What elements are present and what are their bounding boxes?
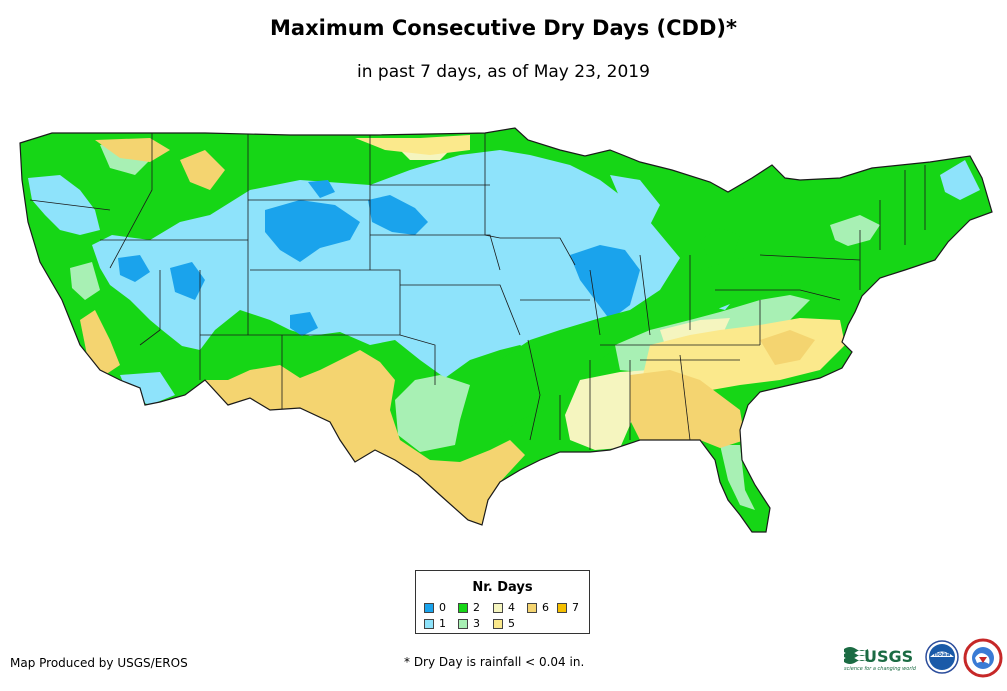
legend-title: Nr. Days [472, 580, 533, 595]
noaa-logo-text: noaa [934, 651, 951, 658]
legend-swatch [557, 603, 567, 613]
legend-label: 5 [508, 617, 515, 630]
legend-item-6: 6 [527, 602, 549, 613]
legend-label: 3 [473, 617, 480, 630]
legend: Nr. Days 0 1 2 3 4 5 6 7 [415, 570, 590, 634]
legend-swatch [527, 603, 537, 613]
legend-item-7: 7 [557, 602, 579, 613]
map-subtitle: in past 7 days, as of May 23, 2019 [357, 62, 650, 82]
legend-item-1: 1 [424, 618, 446, 629]
noaa-logo: noaa [925, 640, 959, 674]
legend-item-0: 0 [424, 602, 446, 613]
legend-item-4: 4 [493, 602, 515, 613]
legend-swatch [458, 619, 468, 629]
legend-label: 4 [508, 601, 515, 614]
legend-swatch [493, 603, 503, 613]
legend-item-5: 5 [493, 618, 515, 629]
usgs-logo-text: USGS [864, 647, 913, 666]
legend-item-3: 3 [458, 618, 480, 629]
legend-label: 2 [473, 601, 480, 614]
nws-logo [963, 638, 1003, 678]
legend-swatch [458, 603, 468, 613]
map-title: Maximum Consecutive Dry Days (CDD)* [270, 16, 737, 40]
legend-label: 1 [439, 617, 446, 630]
dry-day-footnote: * Dry Day is rainfall < 0.04 in. [404, 655, 585, 669]
legend-swatch [424, 603, 434, 613]
legend-item-2: 2 [458, 602, 480, 613]
legend-label: 0 [439, 601, 446, 614]
map-credit: Map Produced by USGS/EROS [10, 656, 188, 670]
legend-swatch [493, 619, 503, 629]
usgs-logo: USGS science for a changing world [844, 647, 917, 672]
usgs-tagline: science for a changing world [844, 666, 917, 672]
legend-label: 7 [572, 601, 579, 614]
legend-swatch [424, 619, 434, 629]
legend-label: 6 [542, 601, 549, 614]
